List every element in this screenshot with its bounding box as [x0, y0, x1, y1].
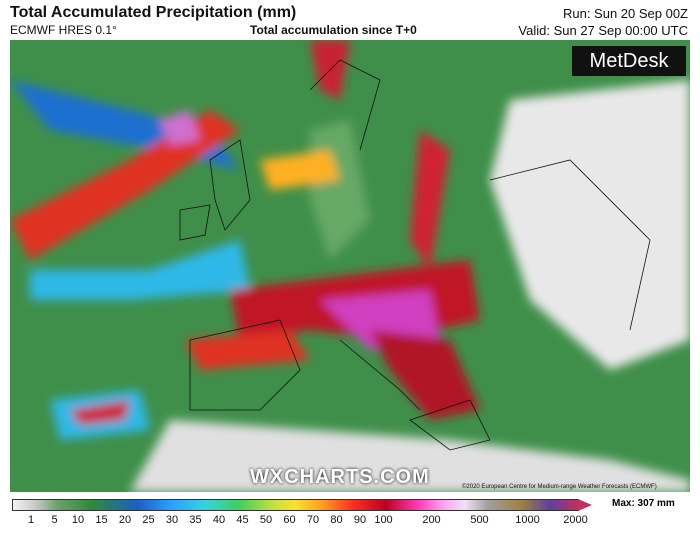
- model: ECMWF HRES 0.1°: [10, 23, 117, 37]
- subtitle: Total accumulation since T+0: [250, 23, 417, 37]
- logo: MetDesk: [572, 46, 686, 76]
- max-label: Max: 307 mm: [612, 498, 675, 509]
- colorbar-tick-label: 5: [51, 514, 58, 526]
- colorbar-tick-label: 1: [27, 514, 35, 526]
- colorbar-tick-label: 35: [189, 514, 202, 526]
- colorbar-tick-label: 80: [330, 514, 343, 526]
- colorbar-tick-label: 70: [306, 514, 320, 526]
- colorbar-tick-label: 20: [118, 514, 132, 526]
- colorbar-tick-label: 100: [374, 514, 393, 526]
- colorbar-tick-label: 90: [353, 514, 367, 526]
- title: Total Accumulated Precipitation (mm): [10, 4, 297, 21]
- colorbar-tick-label: 15: [95, 514, 108, 526]
- colorbar-tick-label: 200: [422, 514, 441, 526]
- copyright: ©2020 European Centre for Medium-range W…: [462, 484, 657, 490]
- watermark: WXCHARTS.COM: [250, 466, 430, 488]
- colorbar-tick-label: 25: [142, 514, 155, 526]
- colorbar-tick-label: 40: [212, 514, 226, 526]
- colorbar-tick-label: 1000: [515, 514, 540, 526]
- colorbar-arrow: [578, 499, 592, 511]
- colorbar-tick-label: 60: [283, 514, 296, 526]
- colorbar-tick-label: 500: [470, 514, 489, 526]
- colorbar-tick-label: 30: [165, 514, 179, 526]
- colorbar-tick-label: 50: [259, 514, 273, 526]
- precipitation-map: [10, 40, 690, 492]
- valid: Valid: Sun 27 Sep 00:00 UTC: [518, 23, 688, 38]
- colorbar: [12, 499, 579, 511]
- run: Run: Sun 20 Sep 00Z: [562, 6, 688, 21]
- colorbar-tick-label: 2000: [563, 514, 588, 526]
- colorbar-tick-label: 10: [71, 514, 85, 526]
- colorbar-tick-label: 45: [236, 514, 249, 526]
